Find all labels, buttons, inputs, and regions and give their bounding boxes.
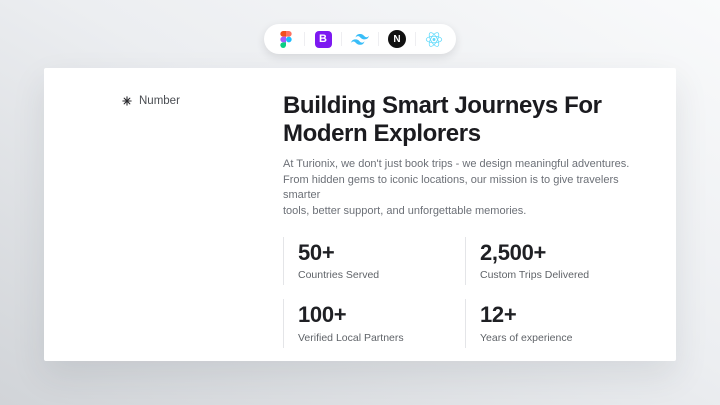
stat-value: 12+ [480, 302, 517, 328]
pill-divider [341, 32, 342, 46]
stat-label: Years of experience [480, 331, 573, 344]
section-title-line-2: Modern Explorers [283, 119, 481, 147]
nextjs-badge: N [388, 30, 406, 48]
tech-stack-pill: B N [264, 24, 456, 54]
section-title: Building Smart Journeys For Modern Explo… [283, 92, 655, 147]
section-title-line-1: Building Smart Journeys For [283, 92, 602, 119]
description-line-2: From hidden gems to iconic locations, ou… [283, 173, 619, 202]
description-line-3: tools, better support, and unforgettable… [283, 205, 527, 218]
stat-value: 100+ [298, 302, 347, 328]
description-line-1: At Turionix, we don't just book trips - … [283, 158, 630, 171]
stat-years-experience: 12+ Years of experience [465, 299, 647, 348]
stat-custom-trips: 2,500+ Custom Trips Delivered [465, 236, 647, 286]
stat-value: 2,500+ [480, 239, 547, 265]
nextjs-icon[interactable]: N [388, 30, 406, 48]
section-eyebrow: Number [122, 95, 180, 107]
stat-label: Custom Trips Delivered [480, 269, 590, 282]
pill-divider [378, 32, 379, 46]
figma-icon[interactable] [277, 30, 295, 48]
stat-local-partners: 100+ Verified Local Partners [283, 299, 465, 348]
pill-divider [415, 32, 416, 46]
stats-grid: 50+ Countries Served 2,500+ Custom Trips… [283, 236, 655, 348]
stat-label: Countries Served [298, 269, 380, 282]
bootstrap-icon[interactable]: B [314, 30, 332, 48]
bootstrap-badge: B [314, 30, 332, 48]
stat-value: 50+ [298, 239, 335, 265]
tailwind-icon[interactable] [351, 30, 369, 48]
eyebrow-label: Number [139, 95, 180, 107]
section-description: At Turionix, we don't just book trips - … [283, 157, 655, 219]
pill-divider [304, 32, 305, 46]
react-icon[interactable] [425, 30, 443, 48]
stat-label: Verified Local Partners [298, 331, 404, 344]
stat-countries-served: 50+ Countries Served [283, 236, 465, 286]
section-content: Building Smart Journeys For Modern Explo… [283, 92, 655, 348]
asterisk-icon [122, 96, 132, 106]
number-section-card: Number Building Smart Journeys For Moder… [44, 68, 676, 361]
